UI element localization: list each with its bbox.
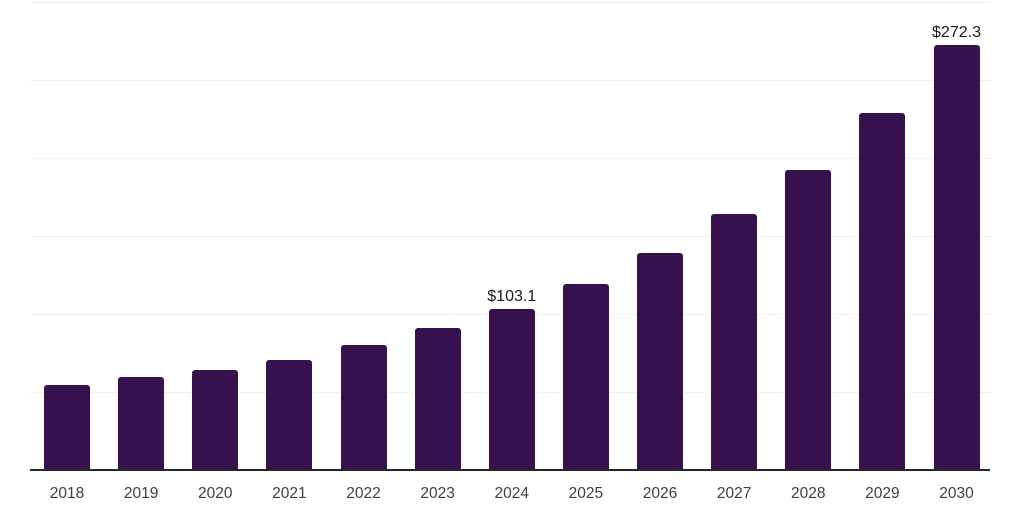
x-tick-label-2023: 2023 bbox=[420, 485, 455, 502]
bar-2026 bbox=[637, 253, 683, 470]
x-tick-label-2025: 2025 bbox=[568, 485, 604, 502]
x-tick-label-2018: 2018 bbox=[49, 485, 85, 502]
x-axis-line bbox=[30, 468, 990, 471]
bar-2029 bbox=[859, 113, 906, 470]
value-label-2030: $272.3 bbox=[932, 24, 981, 42]
bar-2019 bbox=[118, 377, 165, 470]
bar-2027 bbox=[711, 214, 758, 470]
x-tick-label-2024: 2024 bbox=[494, 485, 529, 502]
bar-2022 bbox=[340, 344, 387, 470]
gridline-250 bbox=[30, 80, 990, 81]
value-label-2024: $103.1 bbox=[487, 288, 537, 306]
x-tick-label-2022: 2022 bbox=[346, 485, 381, 502]
x-tick-label-2019: 2019 bbox=[123, 485, 159, 502]
bar-2023 bbox=[414, 328, 461, 470]
x-tick-label-2028: 2028 bbox=[791, 485, 826, 502]
bar-2024 bbox=[488, 309, 535, 470]
bar-2030 bbox=[933, 45, 980, 470]
bar-2018 bbox=[44, 384, 90, 470]
gridline-200 bbox=[30, 158, 990, 159]
x-tick-label-2020: 2020 bbox=[198, 485, 233, 502]
x-tick-label-2026: 2026 bbox=[642, 485, 678, 502]
gridline-150 bbox=[30, 236, 990, 237]
bar-2028 bbox=[785, 169, 832, 470]
bar-2020 bbox=[192, 370, 239, 470]
x-tick-label-2029: 2029 bbox=[865, 485, 900, 502]
bar-2025 bbox=[562, 284, 609, 470]
x-tick-label-2027: 2027 bbox=[716, 485, 752, 502]
gridline-300 bbox=[30, 2, 990, 3]
bar-2021 bbox=[266, 359, 313, 470]
x-tick-label-2021: 2021 bbox=[272, 485, 307, 502]
x-tick-label-2030: 2030 bbox=[939, 485, 974, 502]
